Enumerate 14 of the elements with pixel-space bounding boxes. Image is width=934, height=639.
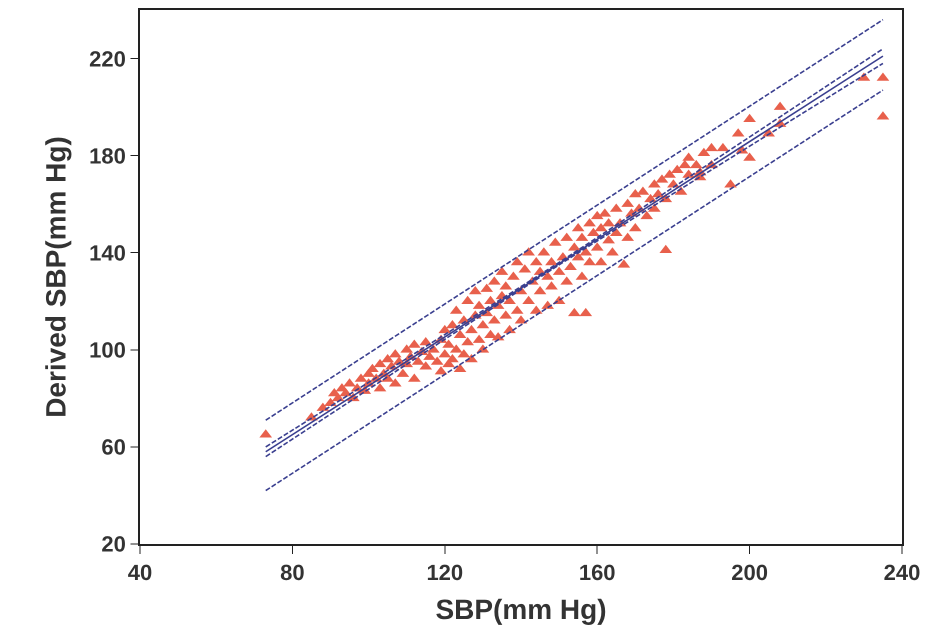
- y-tick-label: 180: [89, 143, 126, 168]
- y-tick-label: 60: [101, 434, 126, 460]
- x-tick-label: 120: [426, 560, 464, 586]
- x-tick-label: 40: [128, 560, 152, 586]
- y-tick-label: 220: [89, 46, 126, 72]
- x-tick-label: 80: [280, 560, 305, 586]
- y-tick-label: 140: [89, 240, 126, 266]
- x-tick-label: 160: [578, 560, 616, 586]
- x-axis-title: SBP(mm Hg): [435, 594, 607, 625]
- y-axis-title: Derived SBP(mm Hg): [40, 136, 72, 418]
- y-tick-label: 20: [101, 532, 126, 557]
- x-tick-label: 240: [884, 560, 920, 586]
- x-tick-label: 200: [731, 560, 768, 586]
- y-tick-label: 100: [89, 338, 126, 363]
